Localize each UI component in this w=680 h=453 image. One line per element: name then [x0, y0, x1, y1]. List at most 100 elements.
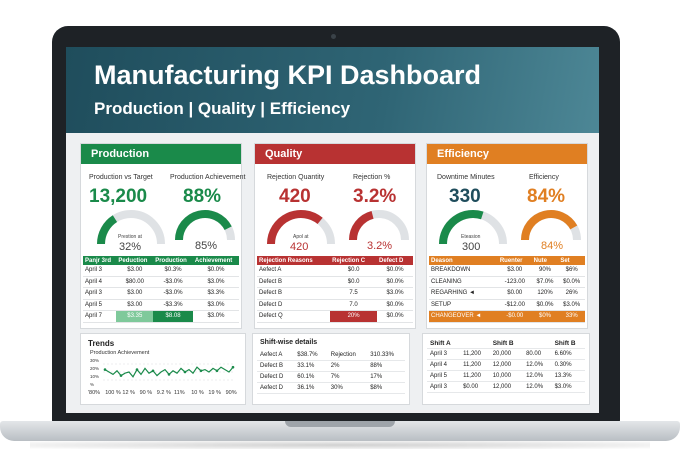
table-cell: REGARHING ◄	[429, 287, 498, 300]
table-row: April 5 11,200 10,000 12.0% 13.3%	[427, 370, 585, 382]
production-vs-target-label: Production vs Target	[89, 174, 153, 181]
table-cell: $6%	[558, 265, 585, 277]
gauge-fill	[97, 215, 118, 245]
table-cell: 88%	[367, 360, 405, 372]
trend-points	[103, 365, 235, 377]
table-header: Achievement	[194, 257, 233, 264]
table-cell: 12.0%	[523, 370, 552, 382]
x-tick-label: 10 %	[191, 390, 204, 396]
table-cell: 80.00	[523, 348, 552, 360]
table-cell: 11,200	[460, 370, 490, 382]
page-title: Manufacturing KPI Dashboard	[94, 60, 482, 90]
production-achievement-gauge-value: 85%	[195, 240, 218, 252]
table-cell-highlight: $3.35	[116, 310, 154, 323]
table-row: April 3 $3.00 $0.3% $0.0%	[83, 265, 239, 277]
table-header-row: Rejection Reasons Rejection C Defect D	[257, 256, 413, 265]
table-cell: -$3.0%	[153, 287, 193, 300]
table-cell: Aefect A	[257, 350, 295, 361]
shift-comparison-panel: Shift A Shift B Shift B April 3 11,200 20,…	[422, 333, 590, 405]
efficiency-gauge	[521, 210, 581, 241]
table-cell-highlight: $8.08	[153, 310, 193, 323]
table-cell: CHANGEOVER ◄	[429, 310, 498, 323]
table-cell: Defect D	[257, 299, 331, 311]
table-header: Shift B	[489, 338, 524, 349]
table-cell: $3.00	[497, 265, 532, 277]
efficiency-value: 84%	[527, 186, 566, 207]
table-cell: Defect B	[257, 276, 331, 288]
x-tick-label: 9.2 %	[156, 390, 171, 396]
table-row-highlight: CHANGEOVER ◄ -$0.00 $0% 33%	[429, 310, 585, 323]
trend-point	[183, 370, 187, 374]
table-cell: $0.0	[330, 265, 378, 277]
table-row: Defect D 60.1% 7% 17%	[257, 371, 405, 383]
table-cell: Defect B	[257, 287, 331, 300]
trend-point	[135, 368, 139, 371]
table-cell: 11,200	[460, 348, 490, 360]
rejection-percent-gauge-value: 3.2%	[367, 240, 393, 252]
trend-point	[215, 369, 219, 373]
gauge-fill	[267, 210, 323, 245]
efficiency-gauge-value: 300	[462, 241, 481, 253]
table-cell: $3.0%	[192, 310, 239, 323]
rejection-quantity-gauge	[267, 210, 335, 245]
downtime-minutes-value: 330	[449, 186, 481, 207]
table-cell: April 4	[427, 359, 461, 371]
quality-panel: Quality Rejection Quantity Rejection % 4…	[254, 143, 416, 329]
table-header: Ruenter	[499, 257, 523, 264]
table-cell: $0.00	[460, 381, 490, 393]
production-achievement-value: 88%	[183, 186, 222, 207]
table-cell: $3.00	[116, 265, 154, 277]
table-cell: -$3.0%	[153, 276, 193, 288]
production-gauge-caption: Prestion at	[118, 234, 142, 240]
table-cell: April 5	[427, 370, 461, 382]
efficiency-panel-title: Efficiency	[427, 144, 587, 164]
rejection-quantity-value: 420	[279, 186, 311, 207]
table-cell: Aefect A	[257, 265, 331, 277]
table-header: Rejection Reasons	[259, 257, 313, 264]
dashboard-header: Manufacturing KPI Dashboard Production |…	[66, 47, 599, 133]
y-tick-label: %	[90, 382, 95, 387]
table-row: Defect Q 20% $0.0%	[257, 310, 413, 323]
table-cell: 20,000	[489, 348, 524, 360]
table-cell: -$12.00	[497, 299, 532, 311]
table-cell: 7.0	[330, 299, 378, 311]
gauge-fill	[521, 210, 578, 241]
table-cell: $3.0%	[377, 287, 413, 300]
x-tick-label: 12 %	[122, 390, 135, 396]
table-row: April 5 $3.00 -$3.3% $3.0%	[83, 299, 239, 311]
table-cell: $8%	[367, 382, 405, 394]
trend-line-chart	[103, 363, 235, 381]
table-cell: $0.00	[497, 287, 532, 300]
table-row: April 4 11,200 12,000 12.0% 0.30%	[427, 359, 585, 371]
production-target-gauge	[97, 210, 165, 245]
table-cell: 17%	[367, 371, 405, 383]
trend-point	[167, 373, 171, 376]
table-row: Aefect A $0.0 $0.0%	[257, 265, 413, 277]
trend-point	[231, 365, 235, 369]
table-cell: 2%	[327, 360, 368, 372]
table-cell: April 5	[83, 299, 117, 311]
x-tick-label: 100 %	[105, 390, 121, 396]
trends-subtitle: Production Achievement	[90, 350, 150, 356]
table-cell: $3.3%	[192, 287, 239, 300]
table-cell: CLEANING	[429, 276, 498, 288]
table-cell: Aefect D	[257, 382, 295, 394]
gauge-fill	[349, 210, 374, 241]
table-cell: 30%	[327, 382, 368, 394]
camera-icon	[331, 34, 336, 39]
table-header-row: Panjr 3rd Peduction Production Achieveme…	[83, 256, 239, 265]
table-cell: -$0.00	[497, 310, 532, 323]
table-row: Defect B $0.0 $0.0%	[257, 276, 413, 288]
table-cell: $7.0%	[531, 276, 559, 288]
table-cell: 12.0%	[523, 359, 552, 371]
table-cell: 13.3%	[551, 370, 585, 382]
production-table: Panjr 3rd Peduction Production Achieveme…	[83, 256, 239, 323]
laptop-shadow	[30, 441, 650, 449]
table-cell: 12,000	[489, 381, 524, 393]
table-cell: 310.33%	[367, 350, 405, 361]
table-cell: 36.1%	[294, 382, 328, 394]
table-cell: $0.0%	[377, 276, 413, 288]
table-cell: 12,000	[489, 359, 524, 371]
table-header: Rejection C	[332, 257, 366, 264]
